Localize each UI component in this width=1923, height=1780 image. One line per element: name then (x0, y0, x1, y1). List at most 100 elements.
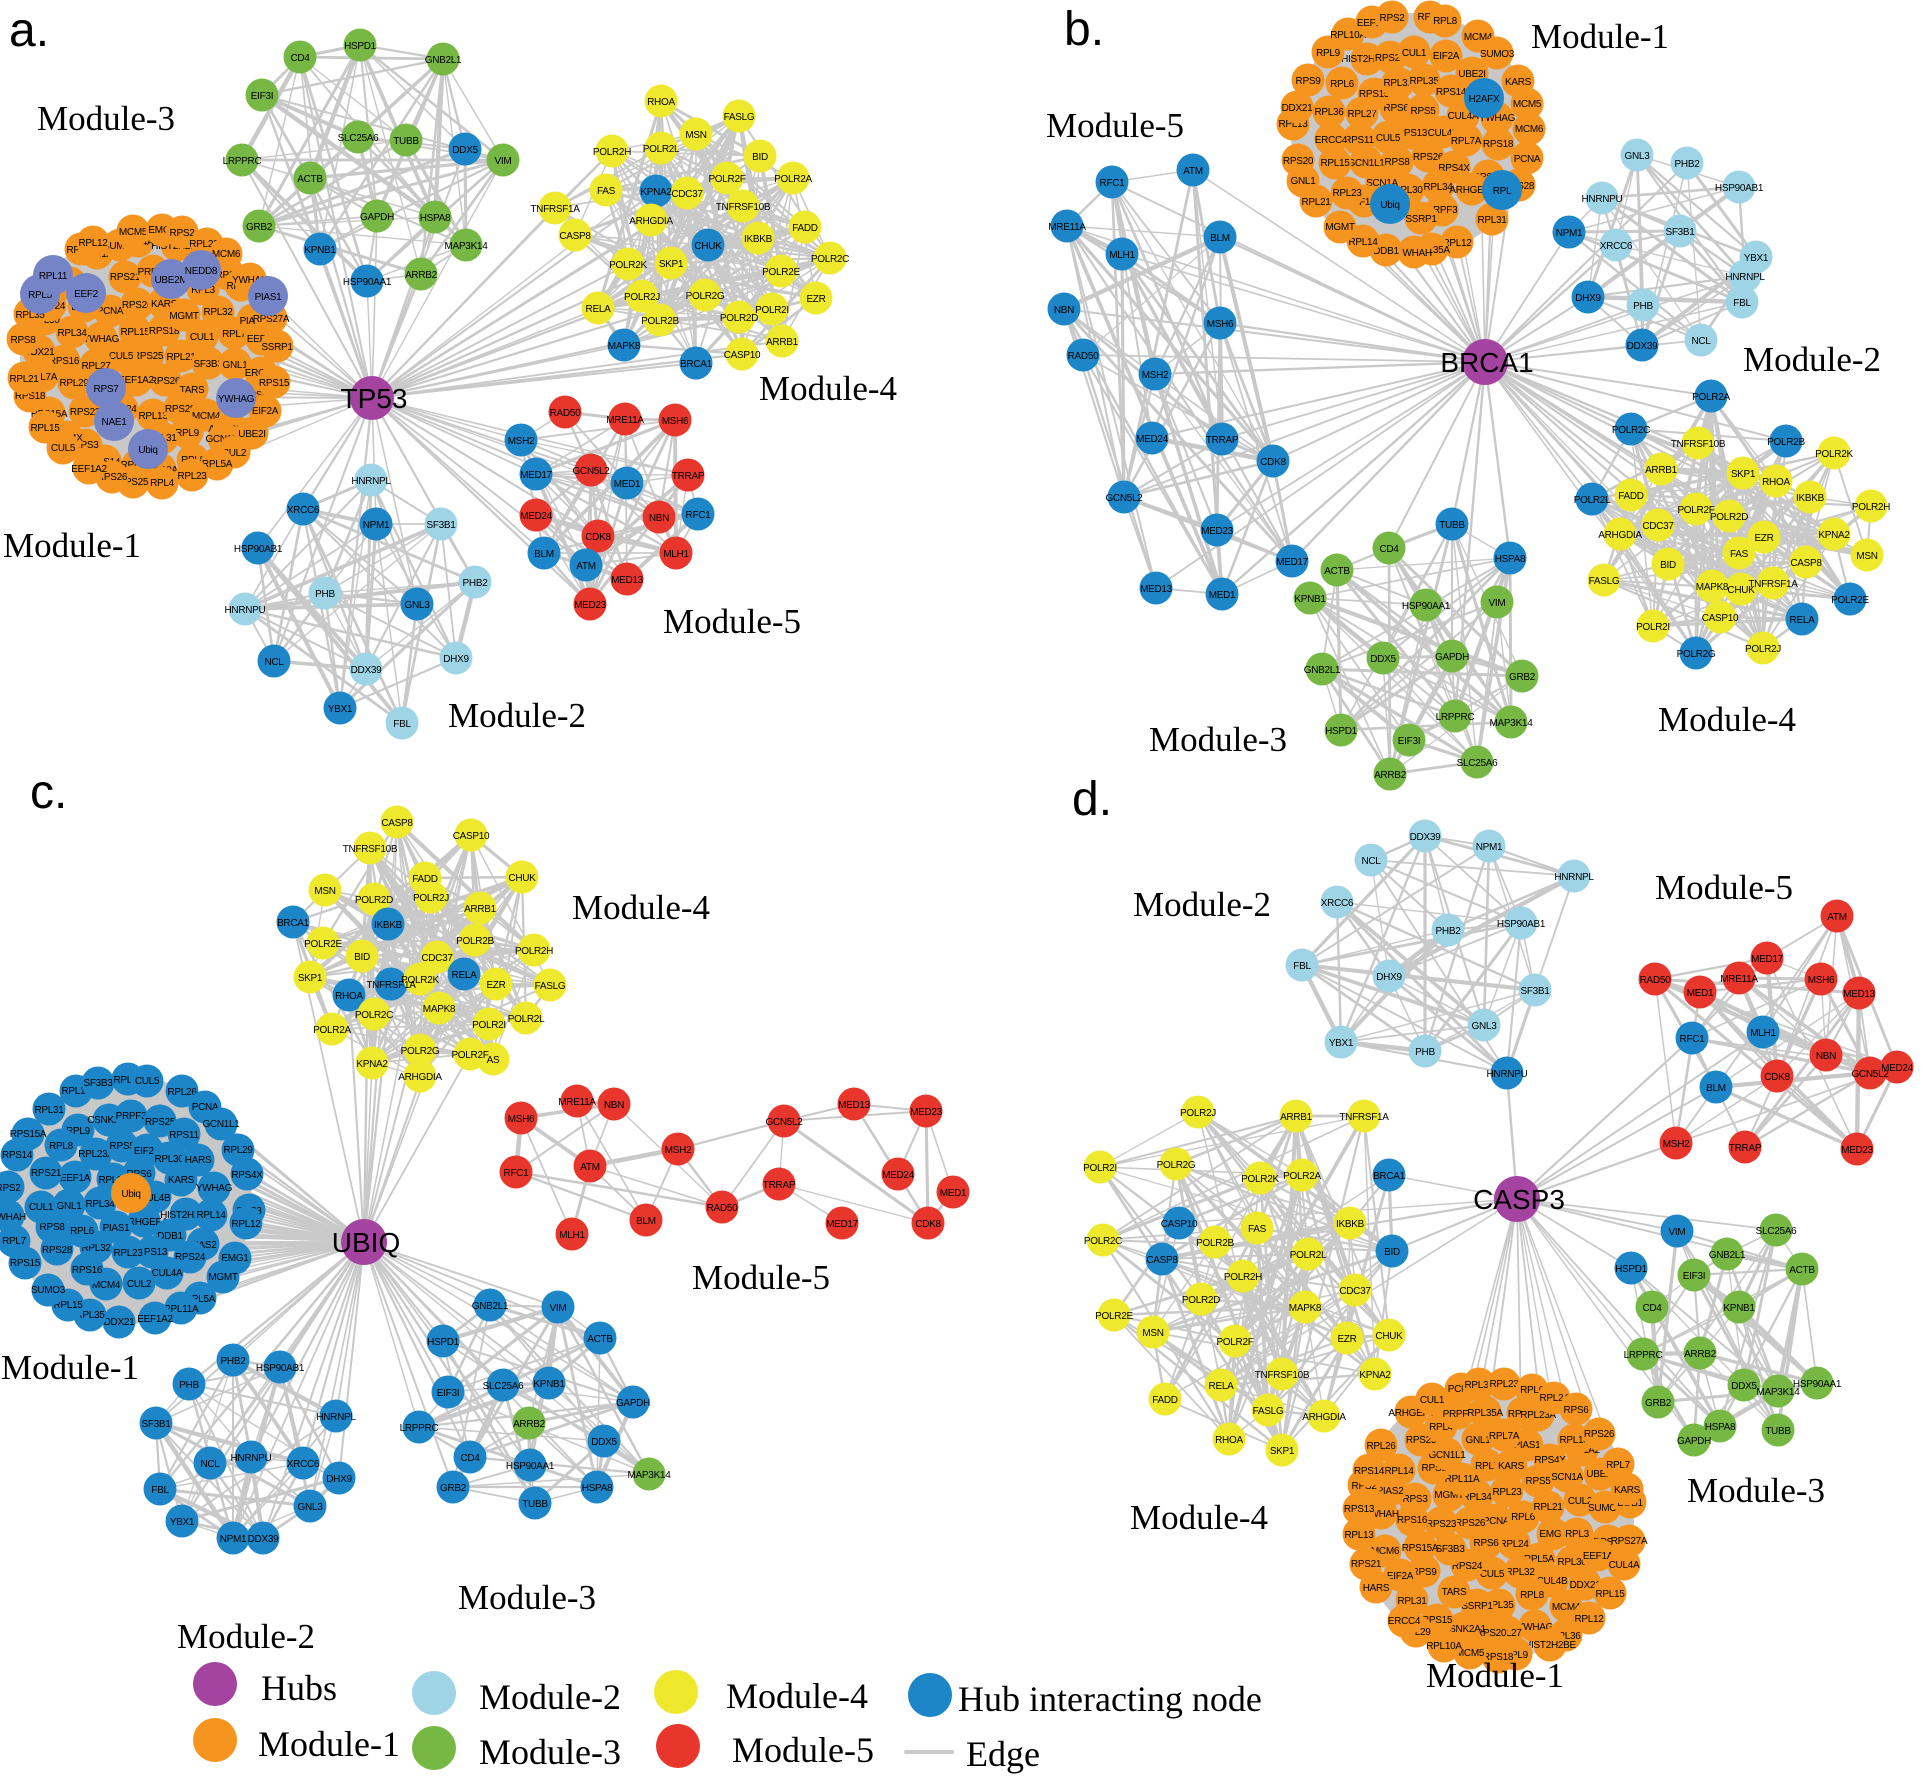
svg-text:EIF3I: EIF3I (1398, 736, 1420, 747)
svg-text:RPS25: RPS25 (145, 1117, 176, 1128)
svg-text:NPM1: NPM1 (363, 520, 390, 531)
svg-text:RPS3: RPS3 (74, 440, 100, 451)
svg-text:RPS27A: RPS27A (253, 314, 290, 325)
svg-text:RPL21: RPL21 (1533, 1502, 1563, 1513)
svg-text:KARS: KARS (1505, 77, 1532, 88)
svg-text:CDK8: CDK8 (585, 532, 611, 543)
svg-text:RPL15: RPL15 (53, 1300, 83, 1311)
svg-text:ERCC4: ERCC4 (1315, 135, 1348, 146)
svg-text:CDK8: CDK8 (1764, 1072, 1790, 1083)
svg-text:EMG1: EMG1 (148, 225, 176, 236)
svg-text:RPS11: RPS11 (169, 1130, 199, 1141)
svg-text:RPL11A: RPL11A (164, 1304, 199, 1315)
svg-text:POLR2G: POLR2G (1677, 649, 1716, 660)
svg-text:GNB2L1: GNB2L1 (1304, 665, 1341, 676)
svg-text:GRB2: GRB2 (440, 1483, 467, 1494)
svg-text:BLM: BLM (636, 1216, 656, 1227)
svg-text:RPL8: RPL8 (1433, 16, 1458, 27)
svg-text:CUL4B: CUL4B (140, 1193, 171, 1204)
svg-text:ATM: ATM (576, 561, 595, 572)
svg-text:RPL12: RPL12 (1442, 238, 1472, 249)
svg-text:RPS9: RPS9 (1296, 76, 1322, 87)
svg-text:RPL35: RPL35 (75, 1310, 105, 1321)
svg-text:KPNA2: KPNA2 (1818, 530, 1850, 541)
svg-text:RPL15: RPL15 (30, 423, 60, 434)
svg-text:BLM: BLM (1706, 1083, 1726, 1094)
svg-text:MSH2: MSH2 (1142, 370, 1169, 381)
svg-text:RPS26: RPS26 (150, 376, 181, 387)
svg-text:CASP8: CASP8 (1790, 558, 1822, 569)
svg-text:PHB: PHB (1415, 1047, 1435, 1058)
svg-text:Module-1: Module-1 (258, 1724, 400, 1764)
svg-text:GCN5L2: GCN5L2 (572, 466, 610, 477)
svg-text:GCN1L1: GCN1L1 (1428, 1450, 1466, 1461)
svg-text:POLR2F: POLR2F (1216, 1337, 1253, 1348)
svg-text:NPM1: NPM1 (1556, 228, 1583, 239)
svg-text:HSPD1: HSPD1 (1325, 726, 1358, 737)
svg-text:CUL5: CUL5 (1480, 1569, 1505, 1580)
svg-text:POLR2G: POLR2G (401, 1046, 440, 1057)
svg-text:RAD50: RAD50 (707, 1203, 738, 1214)
svg-text:RPL23: RPL23 (177, 471, 207, 482)
svg-text:EZR: EZR (1754, 533, 1773, 544)
svg-text:HARS: HARS (1363, 1583, 1390, 1594)
svg-text:RPS27A: RPS27A (1611, 1536, 1648, 1547)
svg-text:RPS13: RPS13 (1397, 128, 1428, 139)
svg-text:POLR2F: POLR2F (708, 174, 745, 185)
svg-text:BID: BID (752, 152, 768, 163)
svg-text:YWHAG: YWHAG (1517, 1622, 1554, 1633)
svg-text:EEF1A2: EEF1A2 (137, 1314, 173, 1325)
svg-text:MED13: MED13 (611, 575, 644, 586)
svg-text:MRE11A: MRE11A (606, 415, 644, 426)
svg-text:FBL: FBL (151, 1485, 169, 1496)
svg-text:Module-5: Module-5 (1655, 868, 1793, 907)
svg-text:DDX39: DDX39 (1627, 341, 1658, 352)
svg-text:PHB2: PHB2 (221, 1356, 247, 1367)
svg-text:RELA: RELA (452, 970, 478, 981)
svg-text:RPL31: RPL31 (34, 1105, 64, 1116)
svg-text:MSH2: MSH2 (1663, 1139, 1690, 1150)
svg-text:RPL7: RPL7 (1475, 1461, 1500, 1472)
svg-text:NCL: NCL (1361, 856, 1381, 867)
svg-text:HNRNPU: HNRNPU (231, 1453, 272, 1464)
svg-text:CD4: CD4 (290, 53, 310, 64)
svg-text:RPL12: RPL12 (78, 238, 108, 249)
svg-text:HNRNPU: HNRNPU (1487, 1069, 1528, 1080)
svg-text:MED17: MED17 (520, 470, 553, 481)
svg-text:PRPF3: PRPF3 (116, 1111, 147, 1122)
svg-text:CD4: CD4 (1379, 544, 1399, 555)
svg-text:RPS5: RPS5 (1526, 1476, 1552, 1487)
svg-text:DDX5: DDX5 (452, 145, 478, 156)
svg-text:MSH2: MSH2 (665, 1145, 692, 1156)
svg-text:POLR2F: POLR2F (451, 1050, 488, 1061)
svg-text:MED23: MED23 (1201, 526, 1234, 537)
svg-text:RPL4: RPL4 (150, 478, 175, 489)
svg-text:RPL5A: RPL5A (202, 459, 233, 470)
svg-text:RPL35A: RPL35A (1467, 1408, 1503, 1419)
svg-text:RPL34: RPL34 (85, 1199, 115, 1210)
svg-text:POLR2H: POLR2H (1224, 1272, 1262, 1283)
svg-text:VIM: VIM (495, 156, 512, 167)
svg-text:TRRAP: TRRAP (672, 471, 705, 482)
svg-text:RPL14: RPL14 (196, 1210, 226, 1221)
svg-text:MRE11A: MRE11A (558, 1097, 596, 1108)
svg-text:KPNA2: KPNA2 (1359, 1370, 1391, 1381)
svg-text:VIM: VIM (1669, 1227, 1686, 1238)
svg-text:RPL30: RPL30 (154, 1154, 184, 1165)
svg-text:TUBB: TUBB (522, 1499, 548, 1510)
svg-text:NPM1: NPM1 (1476, 842, 1503, 853)
svg-text:RPL4: RPL4 (1429, 1422, 1454, 1433)
svg-text:RPL24: RPL24 (1499, 1539, 1529, 1550)
svg-text:POLR2J: POLR2J (1180, 1108, 1216, 1119)
svg-text:TP53: TP53 (341, 383, 408, 414)
svg-text:CUL2: CUL2 (127, 1279, 152, 1290)
svg-text:PRPF3: PRPF3 (1443, 1409, 1474, 1420)
svg-text:NBN: NBN (604, 1100, 624, 1111)
svg-text:RPS21: RPS21 (31, 1168, 62, 1179)
svg-text:CHUK: CHUK (1727, 585, 1755, 596)
svg-text:YWHAG: YWHAG (218, 394, 255, 405)
svg-text:KPNB1: KPNB1 (1294, 594, 1326, 605)
svg-text:RPL27: RPL27 (1347, 109, 1377, 120)
svg-text:SKP1: SKP1 (659, 259, 684, 270)
svg-text:ERCC4: ERCC4 (1388, 1616, 1421, 1627)
